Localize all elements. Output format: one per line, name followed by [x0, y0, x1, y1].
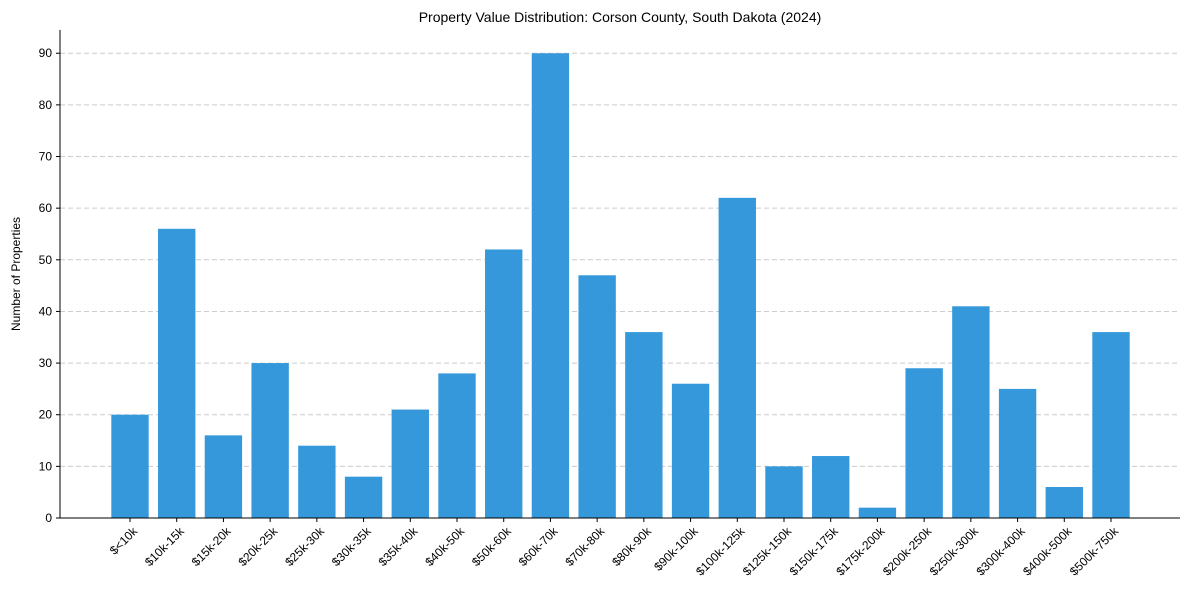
- x-tick-label: $175k-200k: [833, 524, 888, 579]
- bar-11: [578, 275, 616, 518]
- bars: [111, 53, 1130, 519]
- bar-21: [1045, 487, 1083, 518]
- bar-4: [251, 363, 289, 518]
- x-tick-label: $90k-100k: [651, 524, 701, 574]
- bar-17: [858, 507, 897, 518]
- y-tick-label: 50: [39, 253, 53, 267]
- x-tick-label: $20k-25k: [235, 524, 281, 570]
- x-tick-label: $100k-125k: [693, 524, 748, 579]
- bar-10: [531, 53, 570, 518]
- y-tick-label: 80: [39, 98, 53, 112]
- bar-2: [158, 228, 196, 518]
- x-tick-label: $250k-300k: [927, 524, 982, 579]
- bar-19: [952, 306, 990, 518]
- bar-16: [812, 456, 850, 518]
- x-tick-label: $60k-70k: [516, 524, 562, 570]
- y-tick-label: 0: [45, 511, 52, 525]
- x-tick-label: $400k-500k: [1020, 524, 1075, 579]
- x-tick-label: $30k-35k: [329, 524, 375, 570]
- bar-5: [298, 445, 336, 518]
- bar-14: [718, 197, 756, 518]
- y-tick-label: 90: [39, 46, 53, 60]
- bar-9: [485, 249, 523, 519]
- x-tick-label: $50k-60k: [469, 524, 515, 570]
- gridlines: [60, 52, 1180, 467]
- x-tick-label: $300k-400k: [973, 524, 1028, 579]
- x-tick-label: $<10k: [107, 524, 141, 558]
- y-tick-label: 30: [39, 356, 53, 370]
- bar-8: [438, 373, 476, 518]
- x-tick-label: $40k-50k: [422, 524, 468, 570]
- x-ticks: $<10k $10k-15k $15k-20k $20k-25k $25k-30k $30…: [107, 518, 1122, 578]
- x-tick-label: $70k-80k: [562, 524, 608, 570]
- x-tick-label: $125k-150k: [740, 524, 795, 579]
- bar-13: [671, 383, 710, 518]
- y-tick-label: 40: [39, 304, 53, 318]
- y-tick-label: 60: [39, 201, 53, 215]
- x-tick-label: $15k-20k: [189, 524, 235, 570]
- x-tick-label: $80k-90k: [609, 524, 655, 570]
- y-tick-label: 20: [39, 408, 53, 422]
- bar-1: [111, 414, 149, 518]
- bar-3: [204, 435, 243, 518]
- chart-title: Property Value Distribution: Corson Coun…: [419, 9, 822, 25]
- bar-6: [344, 476, 383, 518]
- x-tick-label: $35k-40k: [376, 524, 422, 570]
- y-ticks: 0 10 20 30 40 50 60 70 80 90: [39, 46, 60, 525]
- x-tick-label: $200k-250k: [880, 524, 935, 579]
- y-tick-label: 70: [39, 150, 53, 164]
- y-tick-label: 10: [39, 459, 53, 473]
- bar-18: [905, 368, 943, 518]
- x-tick-label: $150k-175k: [787, 524, 842, 579]
- bar-20: [998, 388, 1037, 518]
- bar-15: [765, 466, 803, 518]
- x-tick-label: $500k-750k: [1067, 524, 1122, 579]
- bar-7: [391, 409, 429, 518]
- y-axis-label: Number of Properties: [9, 217, 23, 331]
- x-tick-label: $25k-30k: [282, 524, 328, 570]
- axes: [59, 30, 1180, 519]
- bar-22: [1092, 332, 1130, 518]
- bar-12: [625, 332, 663, 518]
- x-tick-label: $10k-15k: [142, 524, 188, 570]
